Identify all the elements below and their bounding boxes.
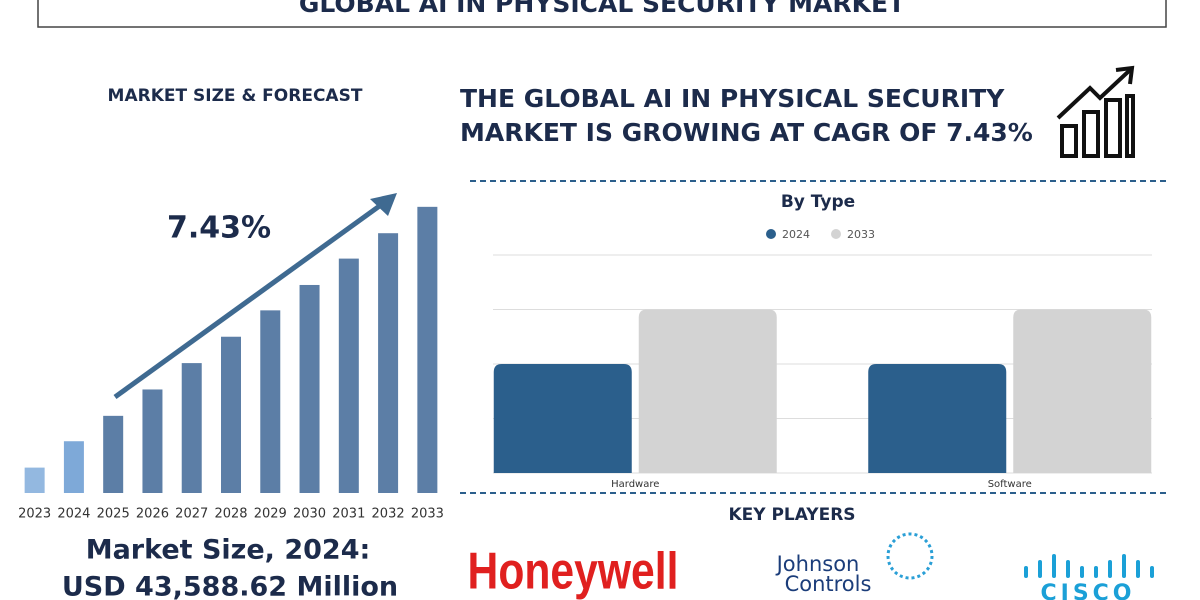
x-tick-label: 2027 <box>175 507 208 522</box>
x-tick-label: Hardware <box>611 479 659 490</box>
bar <box>1013 309 1152 473</box>
arrow-head <box>370 193 397 216</box>
bar <box>638 309 777 473</box>
x-tick-label: 2033 <box>411 507 444 522</box>
x-tick-label: 2029 <box>254 507 287 522</box>
growth-arrow <box>113 199 387 400</box>
logo-cisco: CISCO <box>1040 581 1135 600</box>
legend-swatch <box>766 229 776 239</box>
x-tick-label: 2028 <box>214 507 247 522</box>
bar <box>868 364 1007 473</box>
cagr-annotation: 7.43% <box>167 211 271 246</box>
header-box <box>37 0 1167 28</box>
bar <box>338 258 359 493</box>
bar <box>63 441 84 493</box>
bar <box>493 364 632 473</box>
bar <box>378 233 399 493</box>
logo-controls: Controls <box>785 572 872 596</box>
x-tick-label: 2025 <box>97 507 130 522</box>
bar <box>181 363 202 493</box>
left-title: MARKET SIZE & FORECAST <box>108 86 363 106</box>
x-tick-label: 2031 <box>332 507 365 522</box>
bar <box>260 310 281 493</box>
market-size-value: USD 43,588.62 Million <box>62 572 398 600</box>
x-tick-label: Software <box>988 479 1032 490</box>
x-tick-label: 2030 <box>293 507 326 522</box>
x-tick-label: 2023 <box>18 507 51 522</box>
logo-johnson: Johnson <box>775 552 860 576</box>
bar <box>299 284 320 493</box>
header-title: GLOBAL AI IN PHYSICAL SECURITY MARKET <box>299 0 905 18</box>
legend-label: 2024 <box>782 228 810 241</box>
bar <box>417 206 438 493</box>
legend-label: 2033 <box>847 228 875 241</box>
bar <box>142 389 163 493</box>
x-tick-label: 2024 <box>57 507 90 522</box>
key-players-title: KEY PLAYERS <box>728 505 855 525</box>
bar <box>221 336 241 493</box>
logo-honeywell: Honeywell <box>468 543 679 600</box>
bar <box>24 467 45 493</box>
x-tick-label: 2032 <box>372 507 405 522</box>
logo-mark <box>886 532 934 580</box>
headline-line: THE GLOBAL AI IN PHYSICAL SECURITY <box>460 84 1005 113</box>
x-tick-label: 2026 <box>136 507 169 522</box>
headline-line: MARKET IS GROWING AT CAGR OF 7.43% <box>460 118 1033 147</box>
cisco-bars <box>1024 554 1154 578</box>
chart-title: By Type <box>781 192 855 212</box>
bar <box>103 415 124 493</box>
growth-icon <box>1056 65 1135 158</box>
legend-swatch <box>831 229 841 239</box>
market-size-label: Market Size, 2024: <box>86 535 371 566</box>
